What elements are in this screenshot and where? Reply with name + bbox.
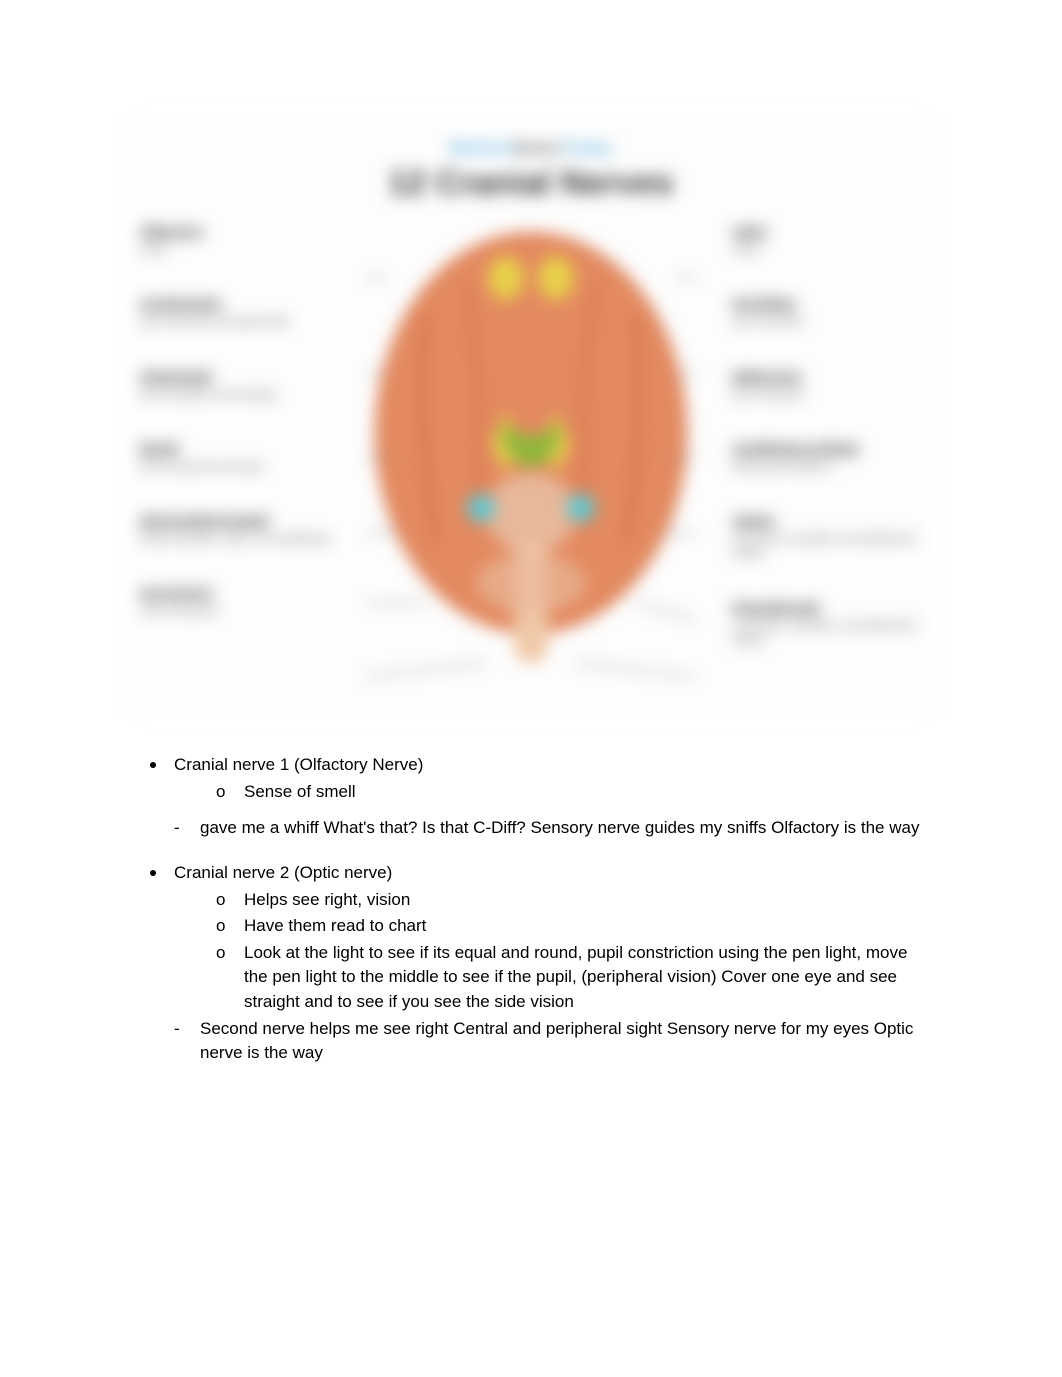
nerve-desc: eye movement xyxy=(732,315,804,329)
diagram-title: 12 Cranial Nerves xyxy=(140,164,922,203)
note-cranial-nerve-2: Cranial nerve 2 (Optic nerve) o Helps se… xyxy=(130,861,932,1066)
nerve-item-hypoglossal: hypoglossal movement, sensation, and abd… xyxy=(732,599,922,648)
nerve-name: vestibulocochlear xyxy=(732,440,860,457)
sub-marker: o xyxy=(216,780,228,805)
nerve-column-right: optic vision trochlear eye movement abdu… xyxy=(732,223,922,647)
dash-marker: - xyxy=(174,816,182,841)
nerve-item-accessory: accessory neck movement xyxy=(140,584,218,618)
bullet-icon xyxy=(150,870,156,876)
nerve-desc: movement, sensation, and abdominal organ… xyxy=(732,619,922,648)
sub-marker: o xyxy=(216,941,228,966)
nerve-name: optic xyxy=(732,223,768,240)
diagram-header: MedicalNewsToday 12 Cranial Nerves xyxy=(140,140,922,203)
nerve-desc: movement, sensation, and abdominal organ… xyxy=(732,532,922,561)
nerve-name: trigeminal xyxy=(140,368,276,385)
nerve-name: trochlear xyxy=(732,295,804,312)
nerve-name: accessory xyxy=(140,584,218,601)
bullet-row: Cranial nerve 2 (Optic nerve) xyxy=(130,861,932,886)
nerve-name: olfactory xyxy=(140,223,203,240)
dash-marker: - xyxy=(174,1017,182,1042)
sub-row: o Have them read to chart xyxy=(130,914,932,939)
dash-row: - gave me a whiff What's that? Is that C… xyxy=(130,816,932,841)
diagram-container: MedicalNewsToday 12 Cranial Nerves olfac… xyxy=(130,120,932,713)
brand-segment-2: News xyxy=(515,140,561,157)
bullet-icon xyxy=(150,762,156,768)
nerve-name: vagus xyxy=(732,512,922,529)
nerve-item-trochlear: trochlear eye movement xyxy=(732,295,804,329)
nerve-desc: face movement and taste xyxy=(140,460,264,474)
sub-row: o Helps see right, vision xyxy=(130,888,932,913)
sub-text: Look at the light to see if its equal an… xyxy=(244,941,932,1015)
bullet-row: Cranial nerve 1 (Olfactory Nerve) xyxy=(130,753,932,778)
sub-text: Sense of smell xyxy=(244,780,932,805)
nerve-name: glossopharyngeal xyxy=(140,512,329,529)
dash-text: Second nerve helps me see right Central … xyxy=(200,1017,932,1066)
brand-segment-3: Today xyxy=(561,140,612,157)
sub-marker: o xyxy=(216,914,228,939)
notes-section: Cranial nerve 1 (Olfactory Nerve) o Sens… xyxy=(130,753,932,1066)
nerve-desc: throat sensation, taste, and swallowing xyxy=(140,532,329,546)
note-title: Cranial nerve 2 (Optic nerve) xyxy=(174,861,932,886)
note-title: Cranial nerve 1 (Olfactory Nerve) xyxy=(174,753,932,778)
sub-row: o Look at the light to see if its equal … xyxy=(130,941,932,1015)
nerve-name: hypoglossal xyxy=(732,599,922,616)
nerve-name: oculomotor xyxy=(140,295,290,312)
brain-diagram-icon xyxy=(366,223,696,683)
nerve-desc: face sensation and chewing xyxy=(140,388,276,402)
nerve-desc: vision xyxy=(732,243,768,257)
nerve-item-oculomotor: oculomotor eye movement and pupil reflex xyxy=(140,295,290,329)
nerve-desc: hearing and balance xyxy=(732,460,860,474)
sub-marker: o xyxy=(216,888,228,913)
brand-segment-1: Medical xyxy=(450,140,516,157)
note-cranial-nerve-1: Cranial nerve 1 (Olfactory Nerve) o Sens… xyxy=(130,753,932,841)
dash-text: gave me a whiff What's that? Is that C-D… xyxy=(200,816,932,841)
nerve-desc: smell xyxy=(140,243,203,257)
nerve-desc: eye movement and pupil reflex xyxy=(140,315,290,329)
nerve-item-glossopharyngeal: glossopharyngeal throat sensation, taste… xyxy=(140,512,329,546)
sub-row: o Sense of smell xyxy=(130,780,932,805)
diagram-brand: MedicalNewsToday xyxy=(140,140,922,158)
nerve-item-vestibulocochlear: vestibulocochlear hearing and balance xyxy=(732,440,860,474)
nerve-column-left: olfactory smell oculomotor eye movement … xyxy=(140,223,330,619)
diagram-body: olfactory smell oculomotor eye movement … xyxy=(140,223,922,683)
sub-text: Helps see right, vision xyxy=(244,888,932,913)
nerve-item-abducens: abducens eye movement xyxy=(732,368,804,402)
sub-text: Have them read to chart xyxy=(244,914,932,939)
nerve-item-facial: facial face movement and taste xyxy=(140,440,264,474)
nerve-item-optic: optic vision xyxy=(732,223,768,257)
nerve-desc: eye movement xyxy=(732,388,804,402)
nerve-item-trigeminal: trigeminal face sensation and chewing xyxy=(140,368,276,402)
nerve-name: facial xyxy=(140,440,264,457)
nerve-name: abducens xyxy=(732,368,804,385)
nerve-desc: neck movement xyxy=(140,604,218,618)
nerve-item-vagus: vagus movement, sensation, and abdominal… xyxy=(732,512,922,561)
dash-row: - Second nerve helps me see right Centra… xyxy=(130,1017,932,1066)
nerve-item-olfactory: olfactory smell xyxy=(140,223,203,257)
diagram-blurred-region: MedicalNewsToday 12 Cranial Nerves olfac… xyxy=(130,120,932,713)
